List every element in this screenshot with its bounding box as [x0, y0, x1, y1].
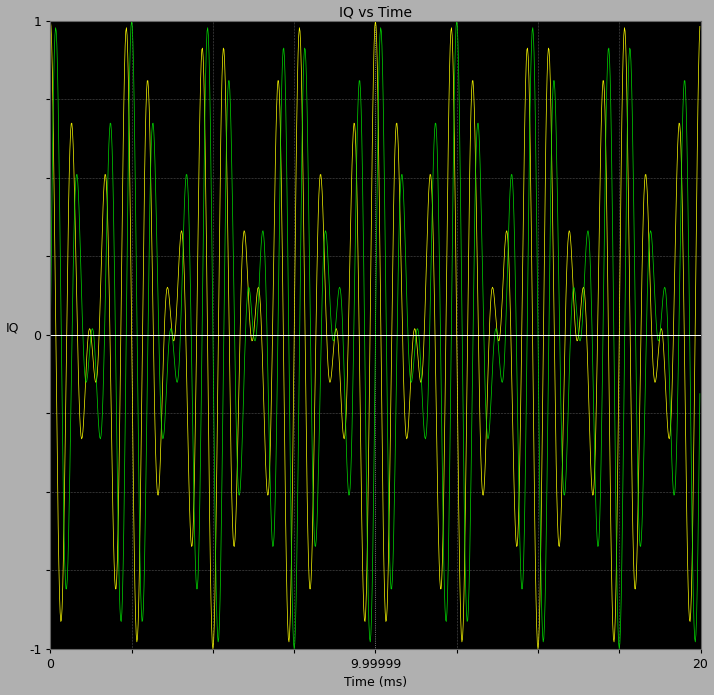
Y-axis label: IQ: IQ — [6, 322, 19, 335]
Title: IQ vs Time: IQ vs Time — [339, 6, 412, 19]
X-axis label: Time (ms): Time (ms) — [344, 676, 407, 689]
